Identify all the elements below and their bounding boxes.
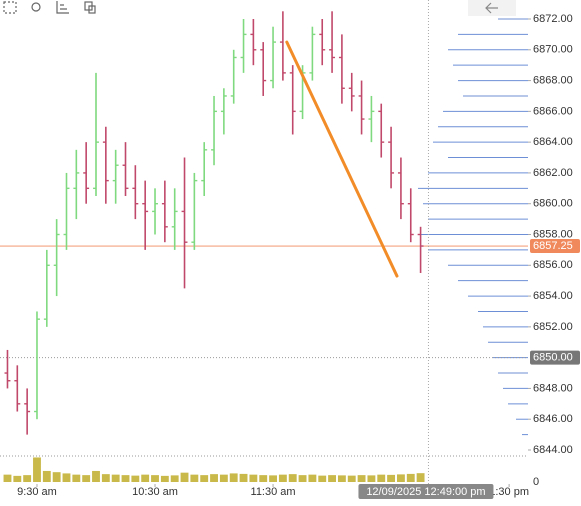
volume-bar — [416, 473, 425, 482]
y-tick-label: 6872.00 — [533, 13, 573, 25]
y-tick-label: 6868.00 — [533, 74, 573, 86]
volume-bar — [387, 474, 396, 482]
toolbar — [3, 1, 96, 14]
volume-bar — [229, 473, 238, 482]
y-tick-label: 6864.00 — [533, 136, 573, 148]
volume-bar — [101, 474, 110, 482]
volume-bar — [269, 475, 277, 482]
volume-bar — [298, 475, 307, 482]
volume-bar — [82, 475, 91, 482]
indicator-tool[interactable] — [56, 1, 69, 14]
y-tick-label: 6854.00 — [533, 290, 573, 302]
settings-tool[interactable] — [31, 2, 41, 12]
y-tick-label: 6852.00 — [533, 321, 573, 333]
volume-bar — [337, 475, 346, 482]
volume-bar — [249, 474, 258, 482]
volume-bar — [396, 474, 405, 482]
volume-bar — [406, 473, 415, 482]
volume-bar — [170, 475, 179, 482]
volume-bar — [347, 475, 356, 482]
volume-bar — [190, 474, 199, 482]
volume-bar — [131, 475, 140, 482]
select-tool[interactable] — [3, 1, 17, 14]
volume-bar — [141, 474, 150, 482]
crosshair-tag — [358, 484, 494, 499]
volume-bar — [111, 474, 120, 482]
volume-bar — [308, 474, 317, 482]
volume-bar — [33, 457, 41, 482]
crosshair-label: 12/09/2025 12:49:00 pm — [366, 486, 485, 498]
y-tick-label: 6870.00 — [533, 44, 573, 56]
volume-bar — [52, 472, 61, 482]
y-tick-label: 6858.00 — [533, 228, 573, 240]
volume-bar — [62, 473, 71, 482]
volume-tick-label: 0 — [533, 476, 539, 488]
reference-price-tag — [530, 350, 580, 365]
volume-bar — [288, 474, 297, 482]
volume-bar — [219, 474, 228, 482]
y-tick-label: 6844.00 — [533, 444, 573, 456]
volume-bar — [377, 474, 386, 482]
volume-bar — [42, 470, 51, 482]
volume-bar — [92, 470, 100, 482]
volume-bar — [328, 475, 336, 482]
volume-bar — [259, 475, 268, 482]
volume-bar — [13, 475, 22, 482]
volume-bar — [278, 474, 287, 482]
volume-bar — [210, 474, 218, 482]
volume-bar — [200, 475, 209, 482]
y-tick-label: 6860.00 — [533, 198, 573, 210]
y-tick-label: 6846.00 — [533, 413, 573, 425]
volume-bar — [23, 475, 32, 482]
back-arrow — [485, 2, 498, 14]
volume-bar — [3, 474, 12, 482]
volume-bar — [121, 475, 130, 482]
volume-bar — [367, 475, 376, 482]
volume-bar — [318, 475, 327, 482]
x-tick-label: 9:30 am — [17, 486, 57, 498]
volume-bar — [180, 472, 189, 482]
volume-bar — [151, 475, 159, 482]
volume-bar — [357, 475, 366, 482]
x-tick-label: 11:30 am — [251, 486, 296, 498]
x-tick-label: 10:30 am — [132, 486, 178, 498]
x-tick-label: 1:30 pm — [489, 486, 529, 498]
last-price-label: 6857.25 — [533, 240, 573, 252]
volume-bar — [160, 475, 169, 482]
volume-bar — [239, 473, 248, 482]
volume-bar — [72, 474, 81, 482]
y-tick-label: 6848.00 — [533, 382, 573, 394]
last-price-tag — [530, 239, 580, 254]
y-tick-label: 6862.00 — [533, 167, 573, 179]
layout-tool-2[interactable] — [88, 5, 96, 14]
trendline — [285, 40, 399, 278]
y-tick-label: 6856.00 — [533, 259, 573, 271]
y-tick-label: 6866.00 — [533, 105, 573, 117]
reference-price-label: 6850.00 — [533, 352, 573, 364]
